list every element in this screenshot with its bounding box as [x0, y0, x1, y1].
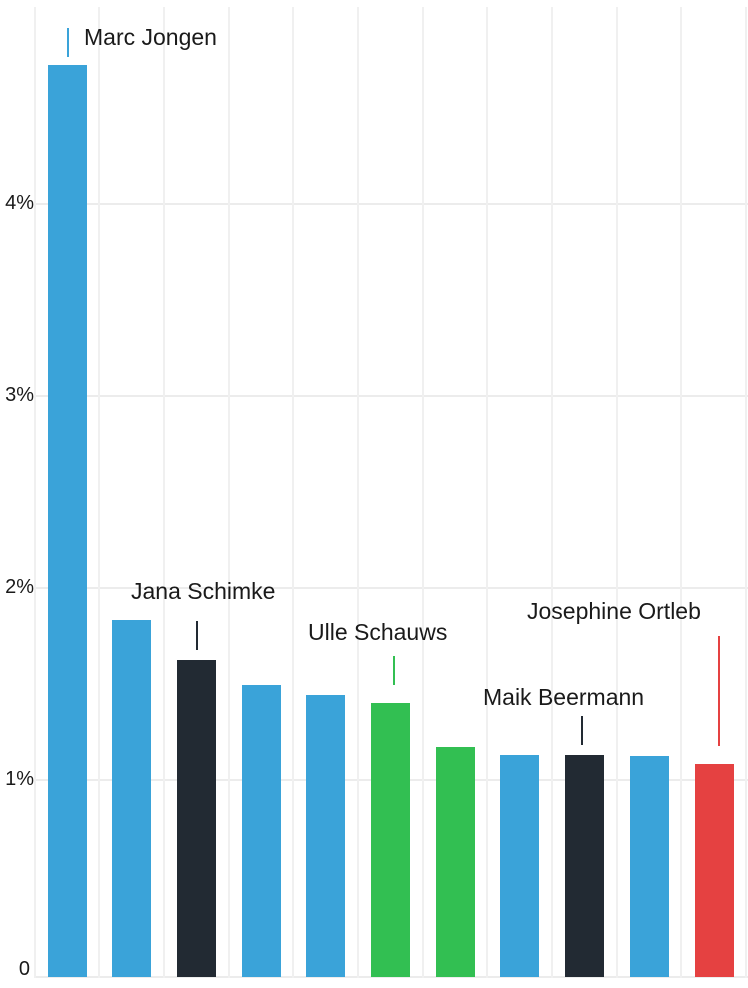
y-tick-label-3: 3% — [5, 384, 34, 406]
vgridline — [680, 7, 682, 978]
vgridline — [163, 7, 165, 978]
annotation-tick-ulle — [393, 656, 395, 685]
annotation-label-jana: Jana Schimke — [131, 578, 276, 604]
vgridline — [228, 7, 230, 978]
bar-ulle-schauws[interactable] — [371, 703, 410, 977]
vgridline — [292, 7, 294, 978]
bar[interactable] — [630, 756, 669, 977]
y-tick-label-0: 0 — [18, 958, 30, 980]
gridline-2pct — [35, 587, 748, 589]
annotation-tick-maik — [581, 716, 583, 745]
vgridline — [486, 7, 488, 978]
annotation-label-josephine: Josephine Ortleb — [527, 598, 701, 624]
gridline-4pct — [35, 203, 748, 205]
gridline-3pct — [35, 395, 748, 397]
vgridline — [551, 7, 553, 978]
annotation-tick-jana — [196, 621, 198, 650]
bar-maik-beermann[interactable] — [565, 755, 604, 977]
bar[interactable] — [436, 747, 475, 977]
y-tick-label-2: 2% — [5, 576, 34, 598]
annotation-tick-marc — [67, 28, 69, 57]
y-tick-label-4: 4% — [5, 192, 34, 214]
vgridline — [357, 7, 359, 978]
annotation-label-marc: Marc Jongen — [84, 24, 217, 50]
annotation-tick-josephine — [718, 636, 720, 746]
y-tick-label-1: 1% — [5, 768, 34, 790]
bar-jana-schimke[interactable] — [177, 660, 216, 977]
bar[interactable] — [500, 755, 539, 977]
annotation-label-maik: Maik Beermann — [483, 684, 645, 710]
vgridline — [745, 7, 747, 978]
bar[interactable] — [112, 620, 151, 977]
bar[interactable] — [306, 695, 345, 977]
bar[interactable] — [242, 685, 281, 977]
bar-josephine-ortleb[interactable] — [695, 764, 734, 977]
baseline — [35, 976, 748, 978]
vgridline — [616, 7, 618, 978]
vgridline — [422, 7, 424, 978]
annotation-label-ulle: Ulle Schauws — [308, 619, 448, 645]
bar-marc-jongen[interactable] — [48, 65, 87, 977]
vgridline — [98, 7, 100, 978]
vgridline — [34, 7, 36, 978]
